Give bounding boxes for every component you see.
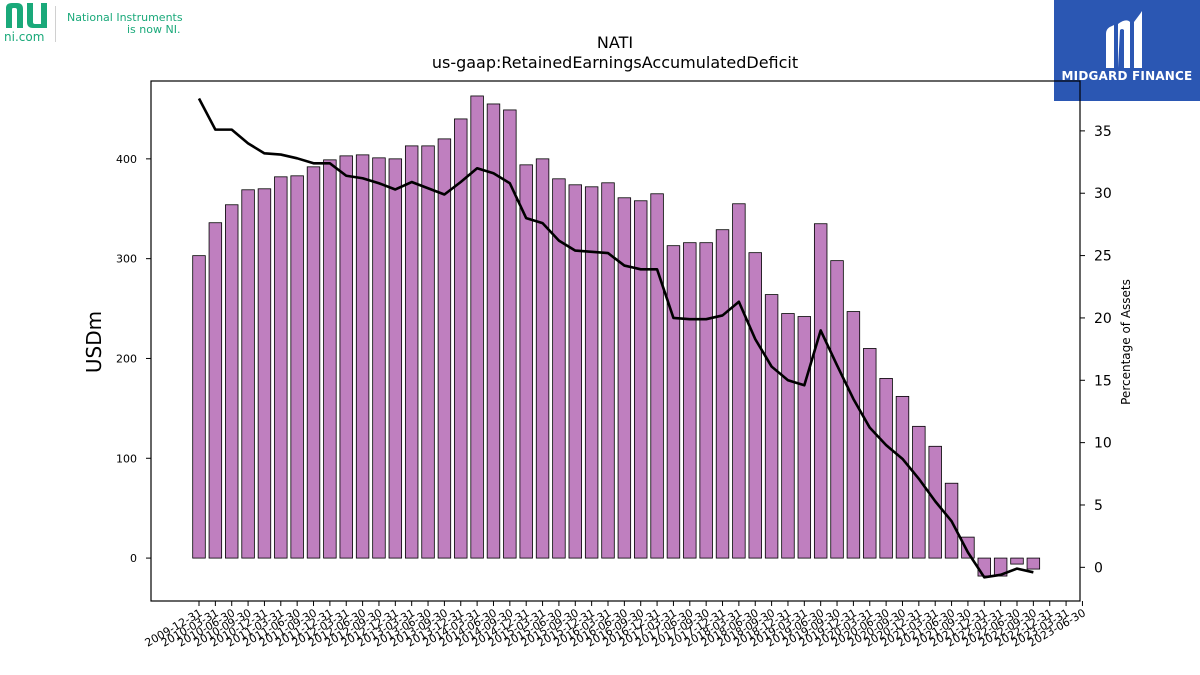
bar — [683, 242, 697, 559]
midgard-mark-icon — [1106, 11, 1142, 68]
bar — [323, 159, 337, 559]
bar — [895, 395, 910, 559]
plot-frame — [150, 80, 1081, 602]
midgard-finance-logo: MIDGARD FINANCE — [1054, 0, 1200, 101]
bar — [535, 158, 550, 559]
chart-subtitle: us-gaap:RetainedEarningsAccumulatedDefic… — [432, 53, 798, 72]
y2-tick-label: 0 — [1094, 560, 1103, 576]
percentage-of-assets-line — [197, 97, 1034, 579]
bar — [257, 188, 272, 559]
ni-tagline-line1: National Instruments — [67, 11, 183, 24]
bar — [192, 255, 206, 559]
bar — [1010, 557, 1024, 565]
bar — [732, 203, 746, 559]
y2-axis-ticks: 0 5 10 15 20 25 30 35 — [1080, 124, 1112, 576]
bar — [208, 222, 223, 559]
y-tick-label: 400 — [116, 153, 137, 166]
bar — [274, 176, 288, 559]
bar — [306, 166, 321, 559]
bar — [519, 164, 533, 559]
y-tick-label: 0 — [130, 552, 137, 565]
bar — [781, 313, 795, 559]
bar — [241, 189, 255, 559]
y-axis-ticks: 0 100 200 300 400 — [116, 153, 151, 565]
bar — [617, 197, 632, 559]
y-axis-label: USDm — [82, 311, 106, 373]
midgard-name-text: MIDGARD FINANCE — [1061, 69, 1193, 83]
bar — [830, 260, 844, 559]
ni-site-text: ni.com — [4, 30, 45, 44]
bar — [666, 245, 681, 559]
bar — [404, 145, 419, 559]
y2-axis-label: Percentage of Assets — [1119, 279, 1133, 405]
bar — [601, 182, 615, 559]
bar — [961, 536, 975, 559]
bar — [355, 154, 370, 559]
y2-tick-label: 5 — [1094, 498, 1103, 514]
bar — [699, 242, 713, 559]
bar — [1026, 557, 1041, 570]
bar — [977, 557, 991, 577]
bar — [454, 118, 468, 559]
bar — [339, 155, 353, 559]
y-tick-label: 100 — [116, 452, 137, 465]
y2-tick-label: 30 — [1094, 186, 1112, 202]
bar — [650, 193, 664, 559]
bar — [568, 184, 582, 559]
bar — [715, 229, 730, 559]
bar — [552, 178, 566, 559]
bar — [846, 311, 861, 559]
bar — [879, 378, 893, 559]
bar — [225, 204, 239, 559]
bar — [290, 175, 304, 559]
line-layer — [197, 97, 1034, 579]
ni-logo-mark-icon — [6, 3, 47, 28]
bar — [486, 103, 501, 559]
bar — [437, 138, 452, 559]
x-axis-ticks: 2009-12-312010-03-312010-06-302010-09-30… — [143, 601, 1088, 650]
y2-tick-label: 15 — [1094, 373, 1112, 389]
ni-logo: ni.com National Instruments is now NI. — [0, 0, 200, 50]
y2-tick-label: 20 — [1094, 311, 1112, 327]
bar — [470, 95, 484, 559]
bar — [764, 294, 779, 559]
bar — [372, 157, 386, 559]
bar — [634, 200, 648, 559]
bar — [421, 145, 435, 559]
y2-tick-label: 25 — [1094, 249, 1112, 265]
bar — [503, 109, 517, 559]
bar — [388, 158, 403, 559]
bar — [584, 186, 599, 559]
chart-title: NATI — [597, 33, 633, 52]
bar — [748, 252, 762, 559]
bar — [797, 316, 812, 559]
bars-layer — [192, 95, 1041, 577]
y2-tick-label: 10 — [1094, 436, 1112, 452]
bar — [813, 223, 828, 559]
bar — [863, 348, 877, 559]
y2-tick-label: 35 — [1094, 124, 1112, 140]
bar — [912, 425, 926, 559]
ni-tagline-line2: is now NI. — [127, 23, 181, 36]
ni-divider — [55, 6, 56, 42]
y-tick-label: 200 — [116, 352, 137, 365]
y-tick-label: 300 — [116, 253, 137, 266]
